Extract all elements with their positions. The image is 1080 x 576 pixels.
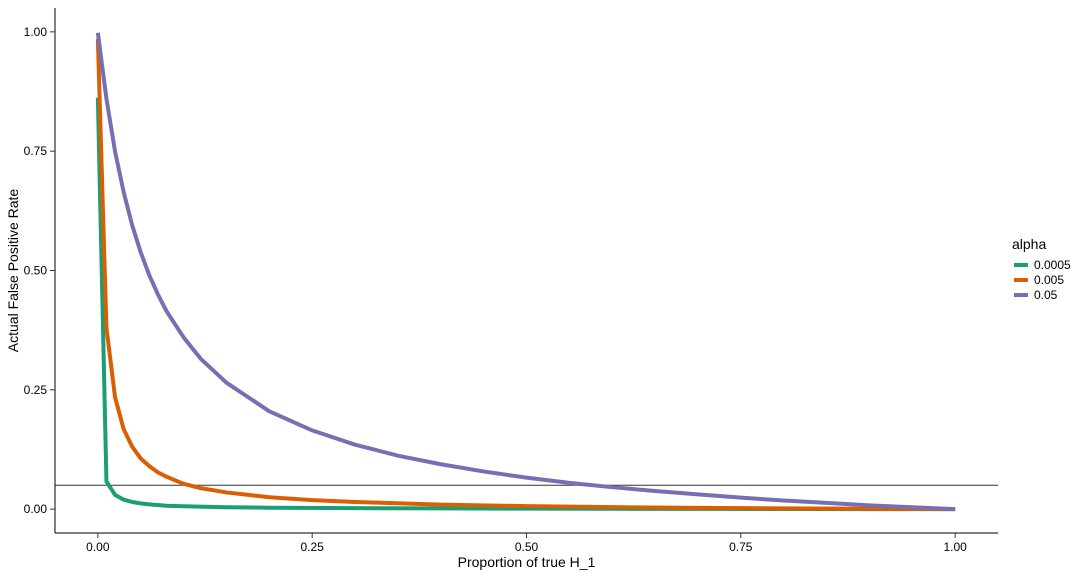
y-tick-label: 1.00 bbox=[24, 25, 48, 39]
x-tick-label: 0.75 bbox=[729, 540, 753, 554]
y-tick-label: 0.50 bbox=[24, 264, 48, 278]
ticks-layer: 0.00 0.25 0.50 0.75 1.00 0.00 0.25 0.50 0.75 1.00 bbox=[24, 25, 967, 554]
legend-label-2: 0.05 bbox=[1034, 288, 1058, 302]
y-axis-title: Actual False Positive Rate bbox=[5, 189, 21, 353]
x-axis-title: Proportion of true H_1 bbox=[458, 554, 596, 570]
x-tick-label: 0.00 bbox=[86, 540, 110, 554]
legend-label-1: 0.005 bbox=[1034, 273, 1064, 287]
y-tick-label: 0.00 bbox=[24, 502, 48, 516]
legend-title: alpha bbox=[1012, 236, 1046, 252]
legend-label-0: 0.0005 bbox=[1034, 258, 1071, 272]
x-tick-label: 1.00 bbox=[943, 540, 967, 554]
series-line-1 bbox=[95, 38, 956, 512]
series-line-2 bbox=[95, 32, 956, 512]
y-tick-label: 0.75 bbox=[24, 144, 48, 158]
axes-layer bbox=[54, 8, 998, 534]
series-layer bbox=[95, 32, 956, 512]
x-tick-label: 0.50 bbox=[515, 540, 539, 554]
series-line-0 bbox=[95, 97, 956, 512]
x-tick-label: 0.25 bbox=[301, 540, 325, 554]
y-tick-label: 0.25 bbox=[24, 383, 48, 397]
